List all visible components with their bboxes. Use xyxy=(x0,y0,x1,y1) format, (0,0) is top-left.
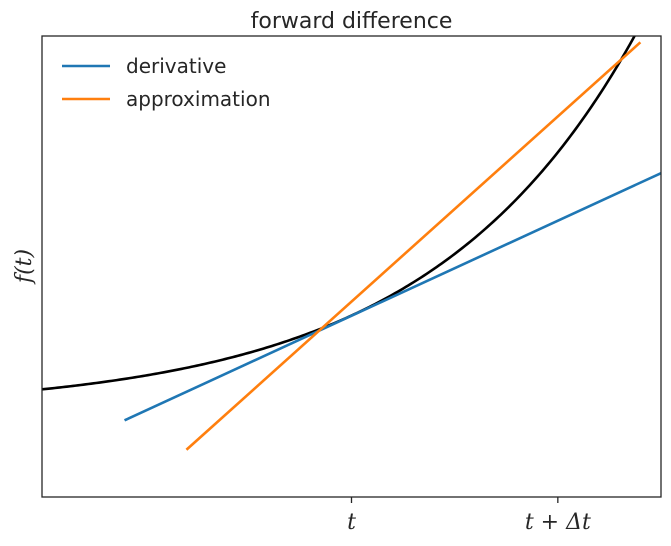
series-line-derivative xyxy=(123,171,661,422)
legend-label-approximation: approximation xyxy=(126,87,271,111)
y-axis-label: f(t) xyxy=(12,249,37,285)
chart-title: forward difference xyxy=(251,9,453,34)
x-tick-label-0: t xyxy=(347,510,356,535)
x-tick-label-1: t + Δt xyxy=(525,510,591,535)
legend: derivative approximation xyxy=(62,54,271,111)
legend-label-derivative: derivative xyxy=(126,54,226,78)
series-layer xyxy=(42,36,661,451)
series-line-approximation xyxy=(185,41,642,451)
x-axis-ticks: t t + Δt xyxy=(347,497,591,535)
